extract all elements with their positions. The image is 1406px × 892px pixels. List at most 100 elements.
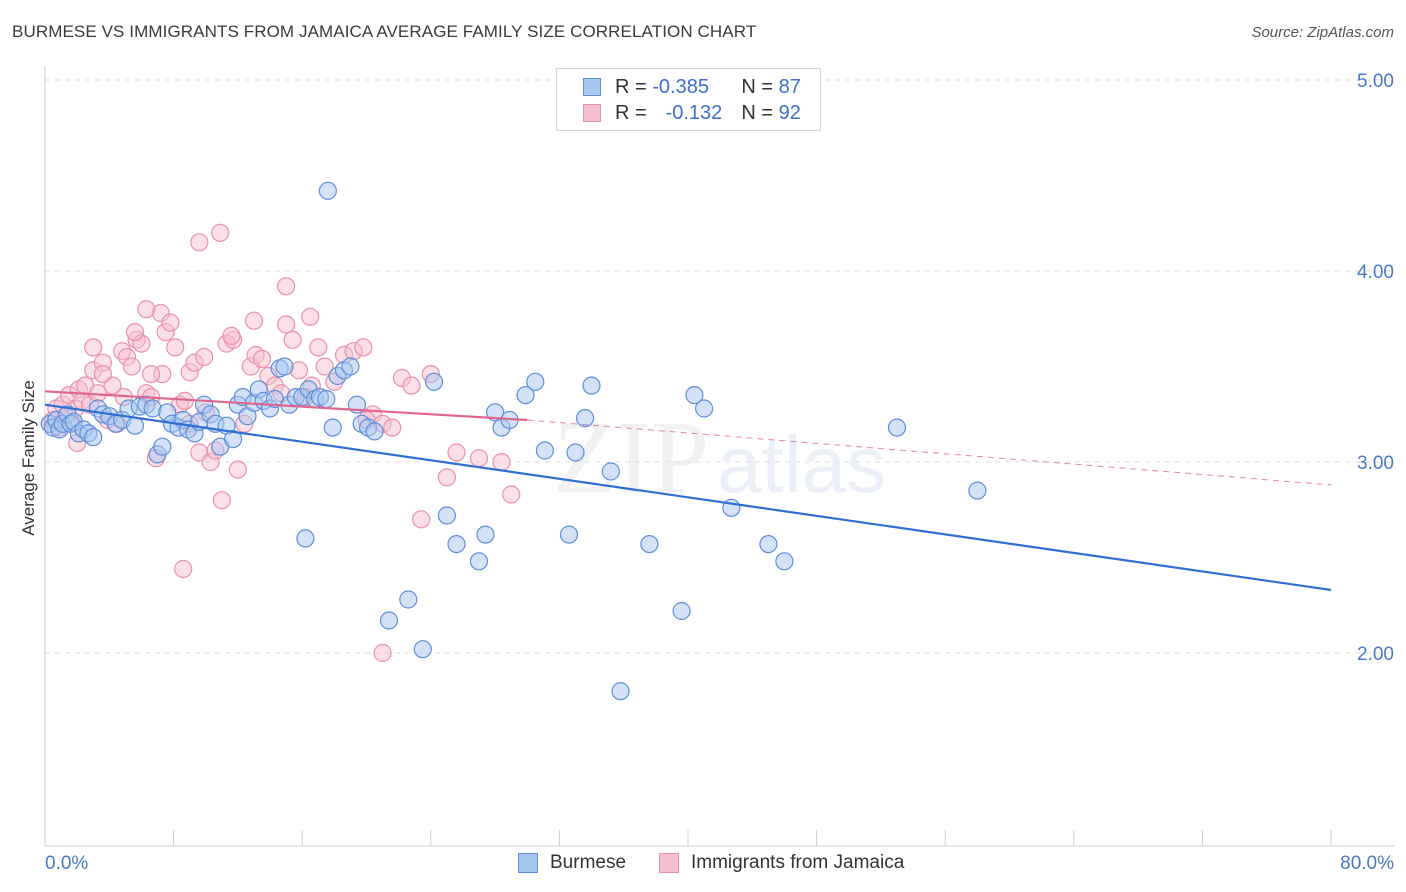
burmese-point xyxy=(447,534,466,554)
y-tick-label: 4.00 xyxy=(1357,262,1394,283)
burmese-point xyxy=(968,481,987,500)
bottom-legend-burmese: Burmese xyxy=(518,852,626,874)
jamaica-point xyxy=(277,277,296,296)
jamaica-point xyxy=(402,376,421,395)
jamaica-point xyxy=(373,643,392,663)
jamaica-point xyxy=(469,449,489,468)
burmese-point xyxy=(516,386,535,405)
trend-line-jamaica xyxy=(44,390,528,422)
legend: R = -0.385 N = 87 R = -0.132 N = 92 xyxy=(556,68,821,131)
burmese-point xyxy=(153,437,172,456)
burmese-point xyxy=(601,462,620,481)
burmese-point xyxy=(424,372,444,391)
jamaica-point xyxy=(93,365,113,384)
jamaica-points xyxy=(40,223,521,663)
jamaica-point xyxy=(412,510,431,529)
burmese-point xyxy=(275,357,294,376)
burmese-point xyxy=(341,357,360,376)
jamaica-point xyxy=(492,452,511,472)
source-label: Source: ZipAtlas.com xyxy=(1251,24,1394,41)
tick-labels: 2.00 3.00 4.00 5.00 0.0% 80.0% xyxy=(45,71,1394,874)
burmese-point xyxy=(379,611,399,630)
bottom-legend: Burmese Immigrants from Jamaica xyxy=(0,852,1406,878)
x-tick-label: 80.0% xyxy=(1340,853,1394,874)
jamaica-point xyxy=(161,313,180,332)
jamaica-point xyxy=(190,233,209,252)
burmese-point xyxy=(575,409,595,428)
legend-n-label: N = xyxy=(741,101,774,124)
burmese-point xyxy=(611,682,630,701)
burmese-point xyxy=(535,441,555,460)
watermark-atlas: atlas xyxy=(717,420,886,509)
jamaica-point xyxy=(309,338,328,357)
trend-lines xyxy=(44,390,1332,592)
legend-r-label: R = xyxy=(615,101,647,124)
burmese-point xyxy=(125,416,145,435)
jamaica-point xyxy=(125,323,145,342)
watermark: ZIP atlas xyxy=(553,400,886,515)
burmese-point xyxy=(526,372,545,391)
y-tick-label: 5.00 xyxy=(1357,71,1394,92)
legend-n-value-jamaica: 92 xyxy=(778,101,801,124)
burmese-point xyxy=(365,422,384,441)
burmese-point xyxy=(582,376,601,395)
jamaica-point xyxy=(502,485,521,504)
y-tick-label: 3.00 xyxy=(1357,453,1394,474)
legend-r-label: R = xyxy=(615,75,647,98)
burmese-points xyxy=(40,181,987,701)
burmese-point xyxy=(672,601,691,621)
burmese-point xyxy=(224,430,243,449)
burmese-point xyxy=(486,403,505,422)
jamaica-point xyxy=(137,300,156,319)
burmese-point xyxy=(413,640,432,659)
trend-line-burmese xyxy=(44,403,1332,592)
burmese-point xyxy=(323,418,342,437)
legend-r-value-burmese: -0.385 xyxy=(652,75,709,98)
burmese-point xyxy=(887,418,907,437)
jamaica-point xyxy=(244,311,264,330)
trend-line-jamaica-extension xyxy=(527,419,1332,486)
jamaica-point xyxy=(212,491,231,510)
jamaica-point xyxy=(84,338,103,357)
burmese-point xyxy=(296,529,315,548)
jamaica-point xyxy=(195,347,214,367)
jamaica-point xyxy=(315,357,334,376)
jamaica-point xyxy=(252,349,272,368)
jamaica-point xyxy=(277,315,296,334)
jamaica-point xyxy=(447,443,466,462)
burmese-point xyxy=(469,552,489,571)
burmese-point xyxy=(759,534,778,554)
burmese-point xyxy=(640,534,659,554)
burmese-point xyxy=(476,525,495,544)
jamaica-point xyxy=(122,357,141,376)
burmese-point xyxy=(775,552,794,571)
burmese-point xyxy=(437,506,456,525)
legend-n-label: N = xyxy=(741,75,774,98)
y-tick-label: 2.00 xyxy=(1357,644,1394,665)
legend-n-value-burmese: 87 xyxy=(778,75,801,98)
jamaica-point xyxy=(228,460,247,479)
bottom-legend-swatch-burmese xyxy=(518,853,538,873)
y-axis-label: Average Family Size xyxy=(19,380,38,536)
legend-r-value-jamaica: -0.132 xyxy=(665,101,723,124)
jamaica-point xyxy=(174,559,193,579)
legend-swatch-burmese xyxy=(583,78,601,96)
x-tick-label: 0.0% xyxy=(45,853,88,874)
burmese-point xyxy=(84,428,103,447)
legend-swatch-jamaica xyxy=(583,104,601,122)
legend-row-jamaica: R = -0.132 N = 92 xyxy=(583,100,801,126)
jamaica-point xyxy=(211,223,230,242)
jamaica-point xyxy=(383,418,402,437)
burmese-point xyxy=(317,389,336,409)
burmese-point xyxy=(694,399,714,418)
jamaica-point xyxy=(142,365,161,384)
gridlines xyxy=(45,79,1394,654)
axes xyxy=(44,66,1394,847)
bottom-legend-label-burmese: Burmese xyxy=(550,852,627,873)
jamaica-point xyxy=(283,330,302,349)
jamaica-point xyxy=(222,326,241,345)
bottom-legend-jamaica: Immigrants from Jamaica xyxy=(659,852,904,874)
burmese-point xyxy=(318,181,337,200)
burmese-point xyxy=(399,590,418,609)
